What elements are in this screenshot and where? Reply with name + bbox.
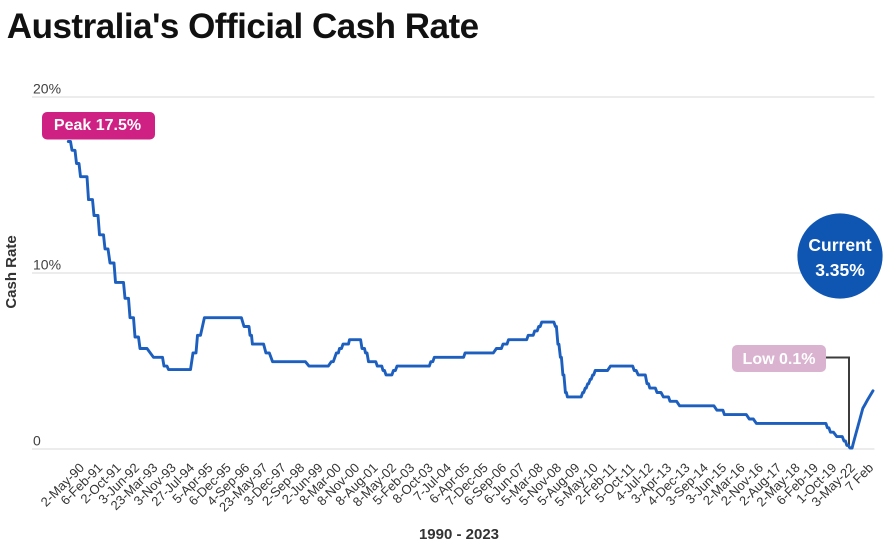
svg-text:Current: Current [808,235,871,255]
svg-text:0: 0 [33,433,41,449]
svg-text:10%: 10% [33,257,61,273]
svg-text:1990 - 2023: 1990 - 2023 [419,526,499,543]
svg-text:Peak 17.5%: Peak 17.5% [54,117,141,134]
svg-text:20%: 20% [33,81,61,97]
svg-text:Cash Rate: Cash Rate [3,235,20,308]
svg-text:Low 0.1%: Low 0.1% [743,351,816,368]
svg-text:Australia's Official Cash Rate: Australia's Official Cash Rate [7,7,479,46]
svg-text:3.35%: 3.35% [815,260,865,280]
